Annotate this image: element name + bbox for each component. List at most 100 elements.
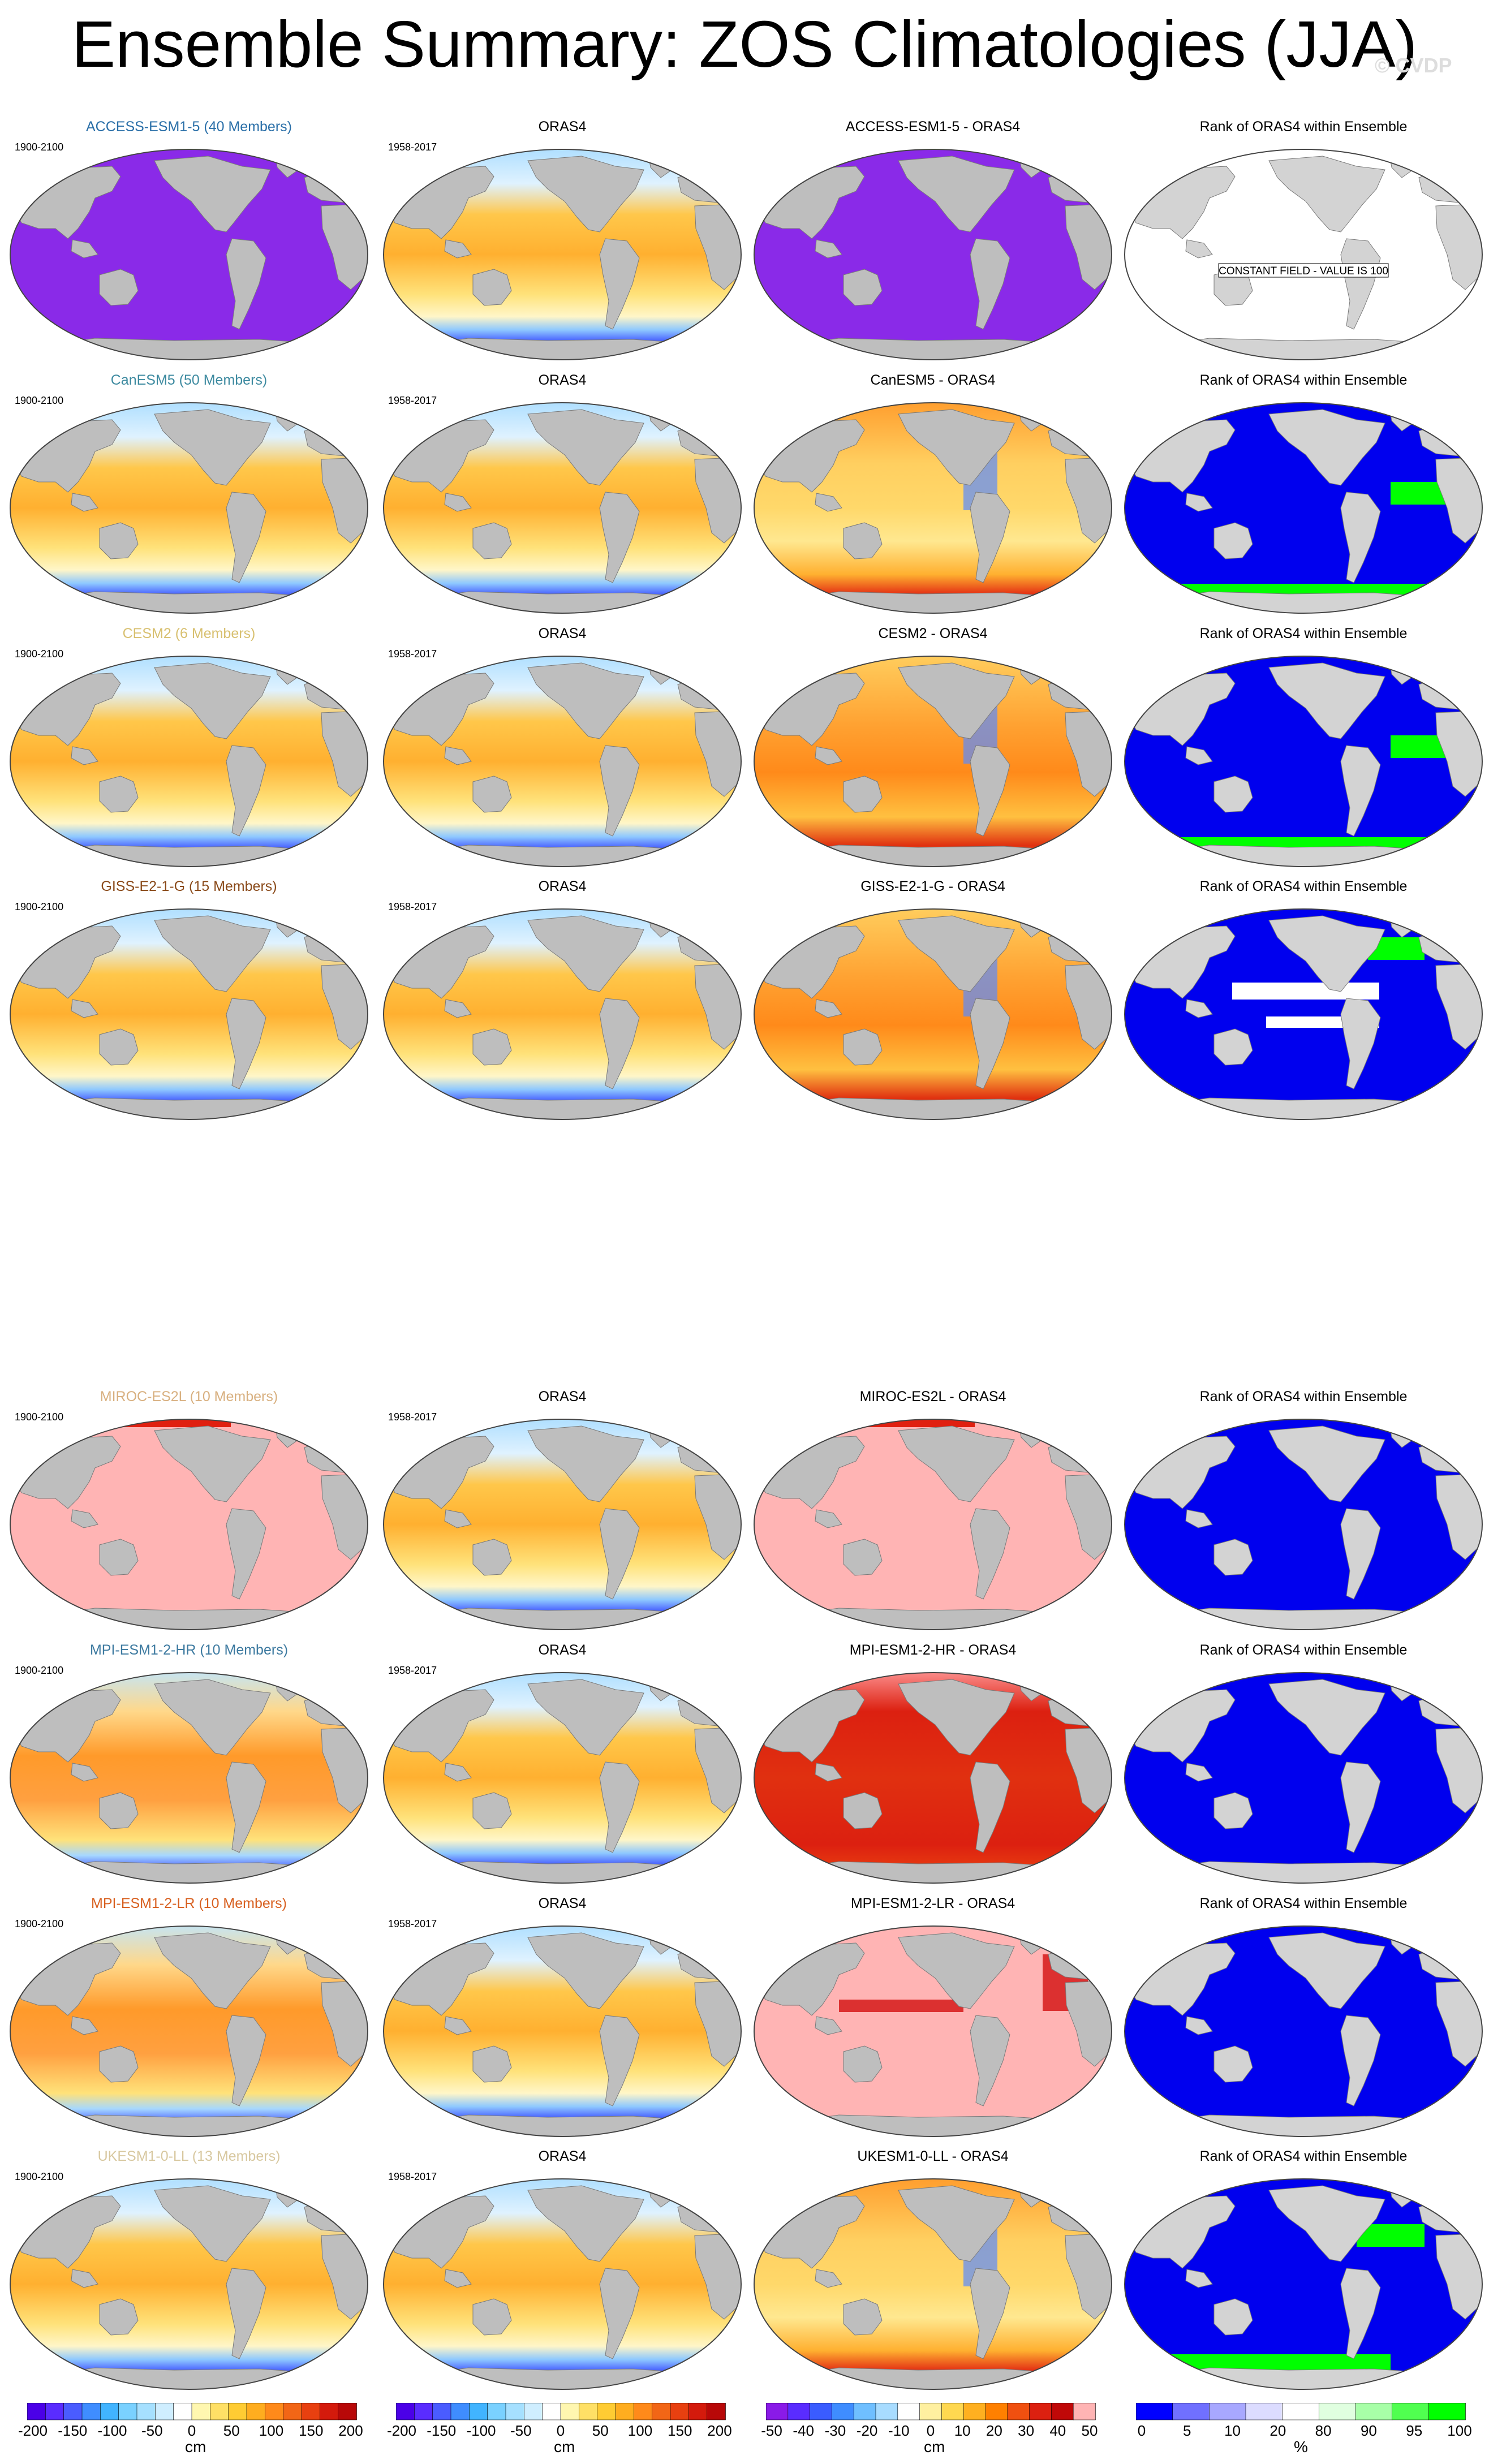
colorbar-1-unit: cm	[185, 2438, 206, 2456]
colorbar-2-tick: -150	[427, 2422, 457, 2439]
row5-difference-map	[754, 1419, 1112, 1630]
row3-rank-map	[1124, 656, 1483, 867]
colorbar-2-tick: 150	[668, 2422, 692, 2439]
row4-rank-panel: Rank of ORAS4 within Ensemble	[1119, 878, 1488, 1132]
colorbar-3-tick: 20	[986, 2422, 1002, 2439]
colorbar-2-swatch	[414, 2403, 433, 2420]
row2-difference-map	[754, 402, 1112, 614]
row3-difference-map	[754, 656, 1112, 867]
colorbar-1-swatch	[338, 2403, 357, 2420]
colorbar-3-swatch	[787, 2403, 811, 2420]
colorbar-2-swatch	[524, 2403, 543, 2420]
copyright-label: © CVDP	[1375, 54, 1452, 77]
row1-difference-map	[754, 149, 1112, 360]
colorbar-3-tick: 50	[1081, 2422, 1098, 2439]
row2-model-title: CanESM5 (50 Members)	[110, 372, 268, 388]
colorbar-1-swatch	[320, 2403, 339, 2420]
row7-model-panel: MPI-ESM1-2-LR (10 Members) 1900-2100	[5, 1896, 373, 2149]
colorbar-1-swatch	[265, 2403, 284, 2420]
row5-difference-panel: MIROC-ES2L - ORAS4	[748, 1389, 1117, 1642]
colorbar-4-swatch	[1282, 2403, 1320, 2420]
row3-model-panel: CESM2 (6 Members) 1900-2100	[5, 626, 373, 879]
colorbar-3-swatch	[963, 2403, 986, 2420]
colorbar-4-tick: 0	[1137, 2422, 1146, 2439]
page-title: Ensemble Summary: ZOS Climatologies (JJA…	[71, 7, 1418, 81]
colorbar-2-swatch	[597, 2403, 616, 2420]
row8-model-title: UKESM1-0-LL (13 Members)	[97, 2148, 281, 2164]
colorbar-2-swatch	[634, 2403, 653, 2420]
row6-difference-title: MPI-ESM1-2-HR - ORAS4	[849, 1642, 1017, 1658]
colorbar-1-tick: 0	[187, 2422, 196, 2439]
colorbar-2	[396, 2403, 726, 2420]
colorbar-2-swatch	[469, 2403, 488, 2420]
colorbar-3-swatch	[875, 2403, 898, 2420]
colorbar-3-tick: 10	[954, 2422, 971, 2439]
colorbar-2-swatch	[579, 2403, 598, 2420]
row4-rank-map	[1124, 908, 1483, 1120]
colorbar-3-unit: cm	[924, 2438, 945, 2456]
colorbar-3-swatch	[941, 2403, 964, 2420]
row2-model-years: 1900-2100	[15, 395, 64, 406]
row3-reference-title: ORAS4	[538, 626, 587, 641]
row4-reference-years: 1958-2017	[388, 901, 437, 912]
row2-reference-title: ORAS4	[538, 372, 587, 388]
row4-difference-map	[754, 908, 1112, 1120]
row2-rank-panel: Rank of ORAS4 within Ensemble	[1119, 372, 1488, 626]
colorbar-2-tick: 200	[707, 2422, 732, 2439]
colorbar-1-swatch	[155, 2403, 174, 2420]
colorbar-3-swatch	[766, 2403, 789, 2420]
colorbar-4-tick: 20	[1269, 2422, 1286, 2439]
row3-difference-title: CESM2 - ORAS4	[878, 626, 988, 641]
colorbar-4-swatch	[1319, 2403, 1356, 2420]
constant-field-note: CONSTANT FIELD - VALUE IS 100	[1219, 265, 1388, 277]
row1-rank-panel: Rank of ORAS4 within Ensemble CONSTANT FI…	[1119, 119, 1488, 372]
colorbar-1-swatch	[301, 2403, 321, 2420]
colorbar-3-swatch	[853, 2403, 876, 2420]
colorbar-4-swatch	[1136, 2403, 1173, 2420]
colorbar-1-tick: 100	[259, 2422, 284, 2439]
row2-reference-map	[383, 402, 742, 614]
colorbar-3-swatch	[919, 2403, 943, 2420]
row6-reference-map	[383, 1672, 742, 1884]
colorbar-1-swatch	[100, 2403, 119, 2420]
row5-rank-map	[1124, 1419, 1483, 1630]
row1-rank-map: CONSTANT FIELD - VALUE IS 100	[1124, 149, 1483, 360]
colorbar-3	[766, 2403, 1096, 2420]
colorbar-4	[1136, 2403, 1466, 2420]
row2-model-panel: CanESM5 (50 Members) 1900-2100	[5, 372, 373, 626]
colorbar-1-swatch	[173, 2403, 192, 2420]
row6-reference-title: ORAS4	[538, 1642, 587, 1658]
row2-rank-title: Rank of ORAS4 within Ensemble	[1199, 372, 1408, 388]
colorbar-3-swatch	[1073, 2403, 1096, 2420]
row3-reference-map	[383, 656, 742, 867]
row1-model-years: 1900-2100	[15, 141, 64, 153]
row1-model-title: ACCESS-ESM1-5 (40 Members)	[86, 119, 292, 135]
row5-model-panel: MIROC-ES2L (10 Members) 1900-2100	[5, 1389, 373, 1642]
row6-reference-panel: ORAS4 1958-2017	[378, 1642, 747, 1896]
row8-reference-years: 1958-2017	[388, 2171, 437, 2182]
row4-reference-panel: ORAS4 1958-2017	[378, 878, 747, 1132]
colorbar-1-tick: -50	[141, 2422, 163, 2439]
colorbar-3-swatch	[1007, 2403, 1030, 2420]
row3-difference-panel: CESM2 - ORAS4	[748, 626, 1117, 879]
row1-reference-years: 1958-2017	[388, 141, 437, 153]
row4-model-panel: GISS-E2-1-G (15 Members) 1900-2100	[5, 878, 373, 1132]
row5-rank-title: Rank of ORAS4 within Ensemble	[1199, 1389, 1408, 1405]
colorbar-3-swatch	[897, 2403, 920, 2420]
colorbar-1-swatch	[45, 2403, 64, 2420]
row8-rank-title: Rank of ORAS4 within Ensemble	[1199, 2148, 1408, 2164]
colorbar-3-swatch	[1051, 2403, 1074, 2420]
row6-rank-panel: Rank of ORAS4 within Ensemble	[1119, 1642, 1488, 1896]
row8-model-panel: UKESM1-0-LL (13 Members) 1900-2100	[5, 2148, 373, 2402]
row1-model-map	[10, 149, 368, 360]
colorbar-1-swatch	[228, 2403, 247, 2420]
row7-reference-panel: ORAS4 1958-2017	[378, 1896, 747, 2149]
row7-difference-panel: MPI-ESM1-2-LR - ORAS4	[748, 1896, 1117, 2149]
row8-rank-panel: Rank of ORAS4 within Ensemble	[1119, 2148, 1488, 2402]
row7-model-map	[10, 1925, 368, 2137]
colorbar-2-tick: 50	[592, 2422, 609, 2439]
colorbar-3-tick: 30	[1018, 2422, 1035, 2439]
row6-difference-map	[754, 1672, 1112, 1884]
row1-reference-panel: ORAS4 1958-2017	[378, 119, 747, 372]
colorbar-3-tick: -40	[793, 2422, 814, 2439]
